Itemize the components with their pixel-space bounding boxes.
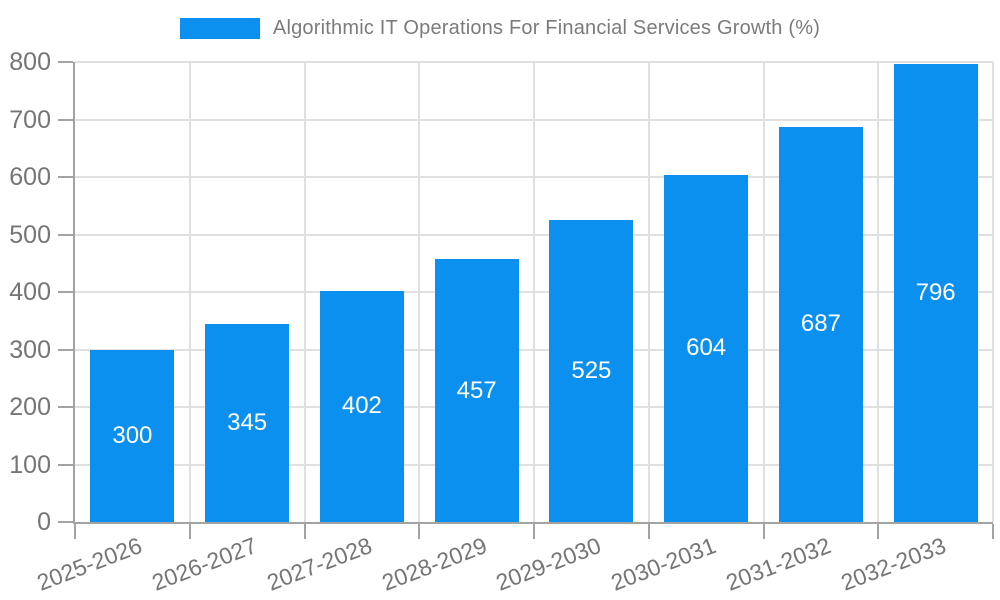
x-axis-tick xyxy=(303,524,306,539)
x-axis-tick xyxy=(74,524,76,539)
x-axis-tick xyxy=(533,524,535,539)
x-axis-tick xyxy=(418,524,421,539)
y-tick-label: 700 xyxy=(9,105,51,134)
y-tick-label: 600 xyxy=(9,163,51,191)
x-axis-tick xyxy=(877,524,880,539)
y-axis-line xyxy=(73,62,75,524)
y-axis-tick xyxy=(58,61,73,63)
bar-value-label: 687 xyxy=(800,310,841,338)
bar-value-label: 300 xyxy=(112,421,153,449)
x-tick-label: 2027-2028 xyxy=(263,532,376,596)
bar-value-label: 402 xyxy=(341,392,382,420)
bar: 604 xyxy=(664,174,749,522)
x-axis-tick xyxy=(647,524,650,539)
y-tick-label: 0 xyxy=(37,508,51,536)
y-tick-label: 800 xyxy=(9,48,51,76)
legend-label: Algorithmic IT Operations For Financial … xyxy=(272,17,821,39)
bar: 525 xyxy=(549,220,634,522)
x-tick-label: 2030-2031 xyxy=(607,532,720,596)
y-tick-label: 400 xyxy=(9,278,51,306)
bar-value-label: 345 xyxy=(227,408,268,436)
x-tick-label: 2029-2030 xyxy=(492,532,605,596)
bar-value-label: 604 xyxy=(686,334,727,362)
legend-swatch xyxy=(179,18,260,39)
bar-value-label: 796 xyxy=(915,279,956,307)
bar: 796 xyxy=(893,64,978,522)
x-tick-label: 2025-2026 xyxy=(33,532,146,596)
y-tick-label: 100 xyxy=(9,450,51,479)
x-tick-label: 2026-2027 xyxy=(148,532,261,596)
bar-value-label: 525 xyxy=(571,357,612,385)
gridline-vertical xyxy=(418,62,421,522)
gridline-vertical xyxy=(762,62,765,522)
y-tick-label: 300 xyxy=(9,335,51,364)
y-axis-tick xyxy=(58,233,73,236)
gridline-vertical xyxy=(647,62,650,522)
x-axis-line xyxy=(73,522,993,524)
bar: 457 xyxy=(434,259,519,522)
y-axis-tick xyxy=(58,521,73,523)
gridline-vertical xyxy=(533,62,535,522)
x-axis-tick xyxy=(992,524,994,539)
bar-value-label: 457 xyxy=(456,376,497,404)
gridline-vertical xyxy=(877,62,880,522)
y-axis-tick xyxy=(58,118,73,121)
bar: 300 xyxy=(90,349,175,522)
y-tick-label: 200 xyxy=(9,393,51,421)
bar: 687 xyxy=(778,126,863,522)
bar: 402 xyxy=(319,290,404,522)
bar: 345 xyxy=(205,323,290,522)
x-axis-tick xyxy=(762,524,765,539)
chart-legend: Algorithmic IT Operations For Financial … xyxy=(0,17,1000,40)
gridline-vertical xyxy=(303,62,306,522)
gridline-vertical xyxy=(992,62,994,522)
x-tick-label: 2028-2029 xyxy=(377,532,490,596)
x-tick-label: 2031-2032 xyxy=(722,532,835,596)
gridline-vertical xyxy=(188,62,191,522)
x-axis-tick xyxy=(188,524,191,539)
y-tick-label: 500 xyxy=(9,220,51,249)
y-axis-tick xyxy=(58,406,73,408)
y-axis-tick xyxy=(58,176,73,178)
y-axis-tick xyxy=(58,291,73,293)
y-axis-tick xyxy=(58,348,73,351)
y-axis-tick xyxy=(58,463,73,466)
x-tick-label: 2032-2033 xyxy=(836,532,949,596)
